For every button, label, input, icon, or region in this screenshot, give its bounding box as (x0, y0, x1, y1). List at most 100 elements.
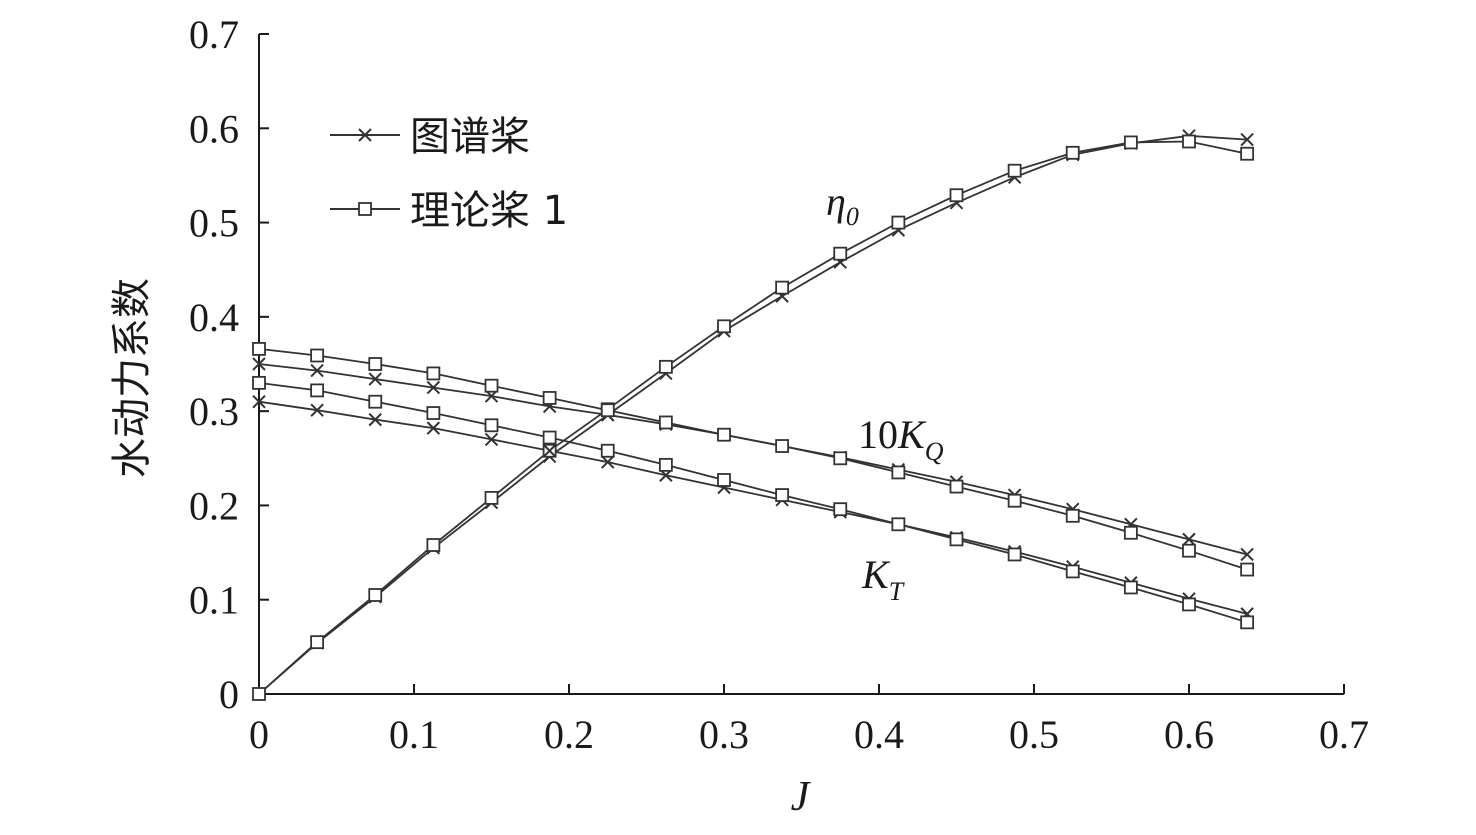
marker-square (484, 490, 499, 505)
marker-square (833, 246, 848, 261)
marker-x (1240, 132, 1254, 147)
marker-square (833, 451, 848, 466)
legend-sample-square (330, 202, 400, 216)
y-tick-label: 0.3 (189, 389, 239, 434)
marker-square (775, 280, 790, 295)
series-line-eta0-x (258, 134, 1248, 695)
y-tick-label: 0.2 (189, 483, 239, 528)
series-line-eta0-square (258, 140, 1248, 695)
marker-x (426, 421, 441, 435)
y-axis-title: 水动力系数 (109, 278, 155, 478)
marker-square (891, 465, 906, 480)
marker-x (542, 444, 557, 458)
marker-x (310, 403, 324, 417)
marker-x (358, 128, 372, 142)
x-tick-label: 0 (249, 712, 269, 757)
marker-square (949, 532, 964, 547)
x-tick-label: 0.4 (854, 712, 904, 757)
marker-square (542, 391, 557, 405)
marker-square (1123, 580, 1138, 595)
marker-square (252, 687, 266, 701)
marker-square (658, 457, 673, 472)
marker-square (426, 538, 441, 552)
series-line-10KQ-square (258, 348, 1248, 571)
marker-square (1123, 135, 1138, 150)
marker-square (717, 319, 731, 334)
marker-square (1065, 564, 1080, 579)
marker-square (1240, 146, 1255, 161)
marker-square (426, 406, 441, 420)
marker-x (252, 395, 266, 409)
annotation-kt-sub: T (889, 577, 905, 606)
legend-sample-x (330, 128, 400, 142)
marker-square (1065, 508, 1080, 523)
marker-square (1123, 525, 1138, 540)
marker-square (252, 375, 266, 390)
series-line-KT-square (258, 382, 1248, 624)
legend-label-1: 理论桨 1 (410, 188, 568, 234)
marker-square (600, 403, 615, 418)
x-tick-label: 0.2 (544, 712, 594, 757)
marker-square (484, 418, 499, 433)
marker-square (310, 635, 325, 650)
x-tick-label: 0.5 (1009, 712, 1059, 757)
marker-square (1007, 547, 1022, 562)
marker-square (891, 517, 906, 532)
marker-square (600, 443, 615, 458)
marker-x (426, 380, 441, 395)
marker-x (1182, 532, 1196, 547)
marker-square (368, 357, 383, 371)
y-tick-label: 0.1 (189, 578, 239, 623)
marker-square (717, 427, 731, 442)
marker-x (368, 412, 382, 427)
annotation-kt-main: K (861, 552, 891, 597)
marker-square (775, 439, 790, 453)
marker-x (310, 363, 324, 378)
marker-square (833, 502, 848, 517)
marker-square (368, 394, 383, 409)
marker-square (891, 215, 906, 230)
marker-square (1065, 145, 1080, 160)
annotation-eta0: η0 (826, 179, 859, 231)
y-tick-label: 0 (219, 672, 239, 717)
annotation-10kq-main: K (897, 412, 927, 457)
marker-layer (252, 129, 1255, 701)
y-tick-label: 0.5 (189, 201, 239, 246)
marker-square (658, 359, 673, 374)
annotation-eta0-sub: 0 (846, 202, 859, 231)
x-axis: 0 0.1 0.2 0.3 0.4 0.5 0.6 0.7 (249, 684, 1369, 757)
marker-square (949, 479, 964, 494)
marker-square (426, 366, 441, 381)
y-tick-label: 0.4 (189, 295, 239, 340)
legend-label-0: 图谱桨 (410, 114, 530, 160)
annotation-10kq: 10KQ (858, 412, 944, 466)
marker-square (358, 202, 372, 216)
marker-square (1240, 562, 1255, 577)
marker-x (252, 357, 266, 371)
series-line-10KQ-x (258, 363, 1248, 556)
marker-square (949, 188, 964, 203)
marker-square (658, 415, 673, 430)
marker-square (717, 473, 731, 487)
annotation-10kq-prefix: 10 (858, 412, 898, 457)
marker-square (252, 342, 266, 356)
marker-square (1240, 615, 1255, 630)
series-layer (258, 134, 1248, 695)
annotation-kt: KT (861, 552, 905, 606)
x-tick-label: 0.3 (699, 712, 749, 757)
marker-x (601, 455, 615, 469)
y-tick-label: 0.6 (189, 106, 239, 151)
series-line-KT-x (258, 400, 1248, 615)
annotation-10kq-sub: Q (925, 437, 944, 466)
marker-x (484, 432, 499, 447)
marker-square (1182, 597, 1196, 612)
marker-square (542, 430, 557, 445)
annotation-eta0-main: η (826, 179, 846, 224)
marker-square (310, 348, 325, 363)
marker-square (368, 588, 383, 602)
x-tick-label: 0.6 (1164, 712, 1214, 757)
marker-square (310, 383, 325, 398)
marker-square (1182, 134, 1196, 149)
marker-square (1182, 543, 1196, 558)
